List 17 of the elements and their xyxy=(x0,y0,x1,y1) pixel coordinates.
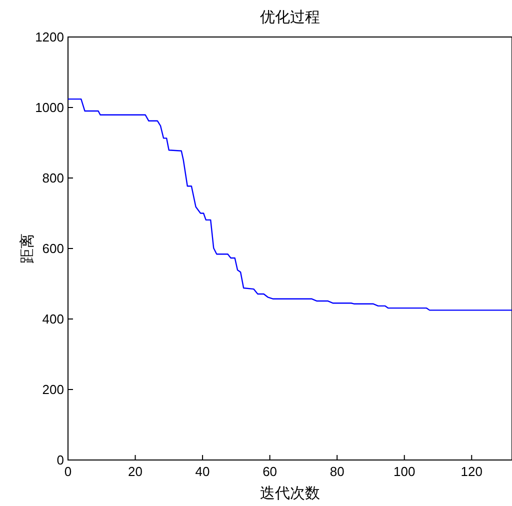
x-tick-label: 120 xyxy=(460,464,482,479)
x-tick-label: 20 xyxy=(128,464,143,479)
x-tick-label: 60 xyxy=(262,464,278,479)
x-tick-label: 40 xyxy=(195,464,210,479)
y-tick-label: 400 xyxy=(42,312,64,326)
y-tick-label: 0 xyxy=(56,452,64,468)
y-tick-label: 1200 xyxy=(35,30,64,44)
y-tick-label: 800 xyxy=(42,170,64,186)
y-tick-label: 1000 xyxy=(35,100,64,115)
x-tick-label: 100 xyxy=(394,464,416,479)
line-series xyxy=(67,98,512,311)
chart-title: 优化过程 xyxy=(260,9,320,26)
y-tick-label: 200 xyxy=(42,382,64,397)
y-tick-label: 600 xyxy=(42,241,64,256)
x-axis-title: 迭代次数 xyxy=(260,485,320,502)
x-tick-label: 80 xyxy=(330,464,344,479)
y-axis-title: 距离 xyxy=(19,234,36,264)
